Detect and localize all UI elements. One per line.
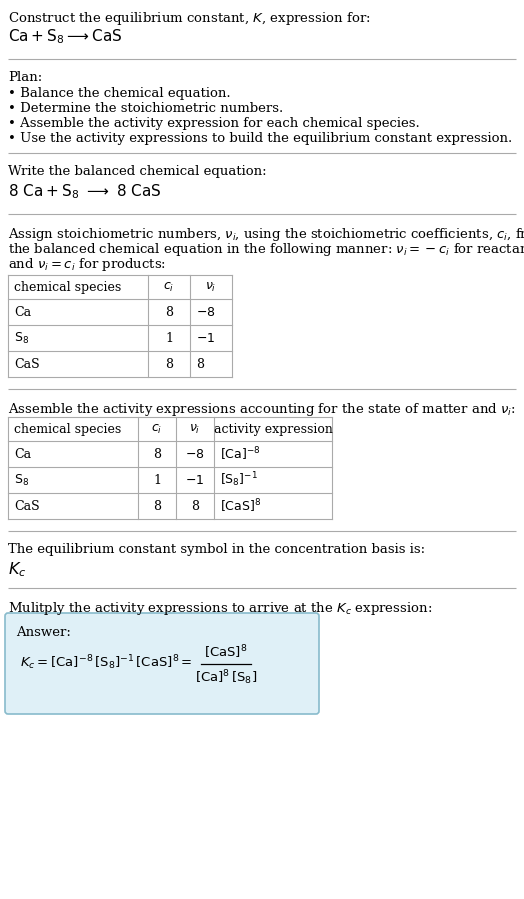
Text: • Use the activity expressions to build the equilibrium constant expression.: • Use the activity expressions to build … (8, 132, 512, 145)
Text: $c_i$: $c_i$ (151, 423, 162, 435)
Text: $\mathrm{S_8}$: $\mathrm{S_8}$ (14, 331, 29, 345)
Text: $-1$: $-1$ (196, 332, 215, 344)
Text: • Balance the chemical equation.: • Balance the chemical equation. (8, 87, 231, 100)
Text: Assign stoichiometric numbers, $\nu_i$, using the stoichiometric coefficients, $: Assign stoichiometric numbers, $\nu_i$, … (8, 226, 524, 243)
Text: $\mathrm{S_8}$: $\mathrm{S_8}$ (14, 473, 29, 487)
Text: Construct the equilibrium constant, $K$, expression for:: Construct the equilibrium constant, $K$,… (8, 10, 370, 27)
Text: Answer:: Answer: (16, 626, 71, 639)
Text: $c_i$: $c_i$ (163, 280, 174, 294)
Text: the balanced chemical equation in the following manner: $\nu_i = -c_i$ for react: the balanced chemical equation in the fo… (8, 241, 524, 258)
Text: $[\mathrm{Ca}]^{8}\,[\mathrm{S_8}]$: $[\mathrm{Ca}]^{8}\,[\mathrm{S_8}]$ (195, 669, 257, 688)
Text: $K_c$: $K_c$ (8, 560, 26, 579)
Text: Plan:: Plan: (8, 71, 42, 84)
Text: 8: 8 (153, 500, 161, 512)
Text: activity expression: activity expression (214, 423, 332, 435)
Text: 8: 8 (191, 500, 199, 512)
Text: and $\nu_i = c_i$ for products:: and $\nu_i = c_i$ for products: (8, 256, 166, 273)
Text: Ca: Ca (14, 306, 31, 318)
Text: $-1$: $-1$ (185, 474, 204, 486)
Text: $[\mathrm{Ca}]^{-8}$: $[\mathrm{Ca}]^{-8}$ (220, 445, 260, 463)
Text: chemical species: chemical species (14, 280, 121, 293)
Text: $\mathrm{Ca + S_8 \longrightarrow CaS}$: $\mathrm{Ca + S_8 \longrightarrow CaS}$ (8, 27, 123, 46)
Text: The equilibrium constant symbol in the concentration basis is:: The equilibrium constant symbol in the c… (8, 543, 425, 556)
Text: • Assemble the activity expression for each chemical species.: • Assemble the activity expression for e… (8, 117, 420, 130)
Text: CaS: CaS (14, 500, 40, 512)
Text: • Determine the stoichiometric numbers.: • Determine the stoichiometric numbers. (8, 102, 283, 115)
Text: $[\mathrm{CaS}]^{8}$: $[\mathrm{CaS}]^{8}$ (220, 497, 261, 515)
Text: $[\mathrm{CaS}]^{8}$: $[\mathrm{CaS}]^{8}$ (204, 643, 248, 661)
Text: $\mathrm{8\ Ca + S_8\ \longrightarrow\ 8\ CaS}$: $\mathrm{8\ Ca + S_8\ \longrightarrow\ 8… (8, 182, 162, 200)
Text: $-8$: $-8$ (185, 448, 205, 460)
Text: 8: 8 (165, 358, 173, 370)
Text: Ca: Ca (14, 448, 31, 460)
Text: chemical species: chemical species (14, 423, 121, 435)
Text: $[\mathrm{S_8}]^{-1}$: $[\mathrm{S_8}]^{-1}$ (220, 471, 258, 489)
Text: $\nu_i$: $\nu_i$ (189, 423, 201, 435)
Text: CaS: CaS (14, 358, 40, 370)
Text: 8: 8 (153, 448, 161, 460)
Text: $-8$: $-8$ (196, 306, 215, 318)
Text: 1: 1 (153, 474, 161, 486)
Text: Assemble the activity expressions accounting for the state of matter and $\nu_i$: Assemble the activity expressions accoun… (8, 401, 516, 418)
Text: Write the balanced chemical equation:: Write the balanced chemical equation: (8, 165, 267, 178)
Text: 8: 8 (196, 358, 204, 370)
Text: 1: 1 (165, 332, 173, 344)
Text: Mulitply the activity expressions to arrive at the $K_c$ expression:: Mulitply the activity expressions to arr… (8, 600, 432, 617)
Text: $\nu_i$: $\nu_i$ (205, 280, 217, 294)
Text: 8: 8 (165, 306, 173, 318)
FancyBboxPatch shape (5, 613, 319, 714)
Text: $K_c = [\mathrm{Ca}]^{-8}\,[\mathrm{S_8}]^{-1}\,[\mathrm{CaS}]^{8} = $: $K_c = [\mathrm{Ca}]^{-8}\,[\mathrm{S_8}… (20, 654, 192, 672)
